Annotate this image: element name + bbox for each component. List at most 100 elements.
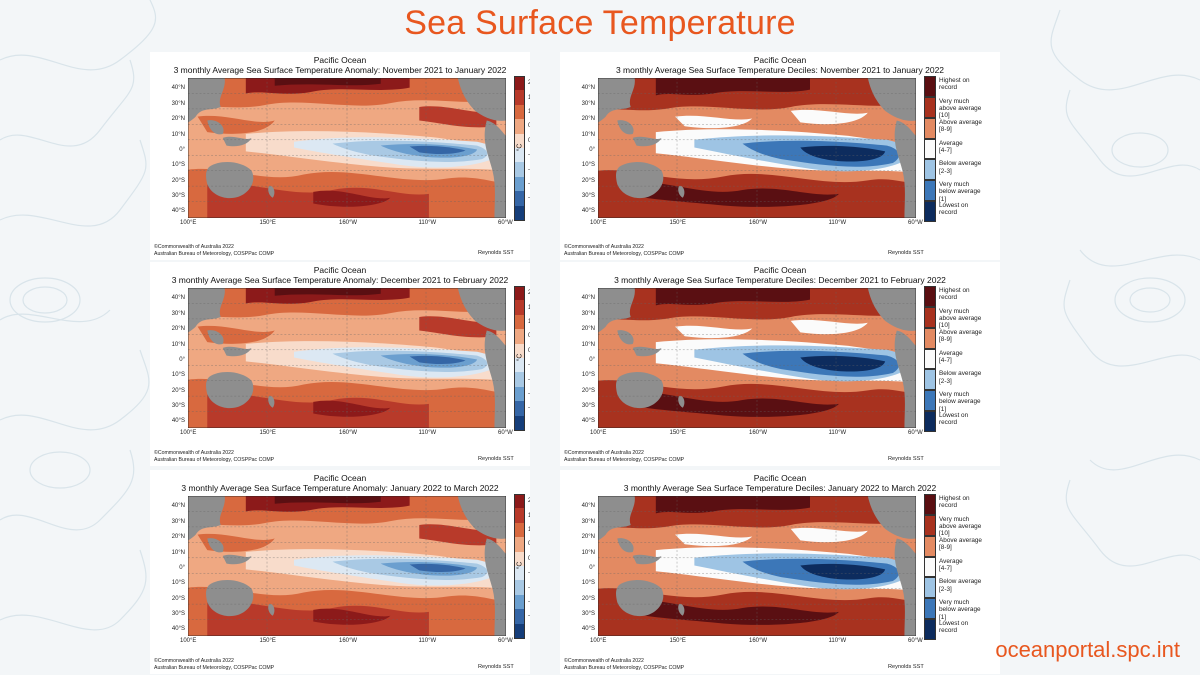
decile-label: Highest on record xyxy=(939,77,970,92)
longitude-label: 100°E xyxy=(180,430,197,436)
latitude-label: 10°S xyxy=(581,162,595,169)
decile-label: Lowest on record xyxy=(939,412,969,427)
colorbar-tick-label: 2.0 xyxy=(528,79,530,87)
decile-swatch xyxy=(924,327,936,349)
colorbar-tick-label: 1.0 xyxy=(528,526,530,533)
longitude-label: 150°E xyxy=(259,220,276,226)
decile-swatch xyxy=(924,411,936,432)
bom-credit: Australian Bureau of Meteorology, COSPPa… xyxy=(154,251,275,257)
longitude-label: 110°W xyxy=(418,430,437,436)
decile-legend: Highest on record Very much above average… xyxy=(924,494,1000,640)
longitude-label: 160°W xyxy=(339,430,358,436)
longitude-label: 110°W xyxy=(828,430,847,436)
longitude-label: 110°W xyxy=(418,638,437,644)
map-image xyxy=(598,496,916,636)
bom-credit: Australian Bureau of Meteorology, COSPPa… xyxy=(564,457,685,463)
latitude-label: 40°S xyxy=(171,208,185,215)
copyright-credit: ©Commonwealth of Australia 2022 xyxy=(564,450,644,456)
longitude-label: 160°W xyxy=(749,430,768,436)
latitude-label: 10°N xyxy=(171,549,185,556)
decile-label: Above average [8-9] xyxy=(939,118,982,133)
longitude-label: 160°W xyxy=(749,220,768,226)
decile-swatch xyxy=(924,159,936,181)
latitude-label: 30°N xyxy=(581,100,595,107)
decile-swatch xyxy=(924,369,936,391)
colorbar-segment xyxy=(514,300,525,315)
data-source: Reynolds SST xyxy=(478,664,514,670)
decile-label: Average [4-7] xyxy=(939,349,963,364)
latitude-label: 20°S xyxy=(581,387,595,394)
colorbar-tick-label: -1.5 xyxy=(528,598,530,605)
latitude-label: 40°N xyxy=(581,503,595,510)
latitude-label: 10°S xyxy=(581,580,595,587)
colorbar-tick-label: 0.5 xyxy=(528,122,530,130)
colorbar-segment xyxy=(514,551,525,566)
colorbar-segment xyxy=(514,401,525,416)
latitude-label: 20°S xyxy=(581,595,595,602)
decile-swatch xyxy=(924,514,936,536)
unit-label: °C xyxy=(516,143,524,152)
latitude-label: 30°N xyxy=(171,310,185,317)
decile-legend: Highest on record Very much above average… xyxy=(924,286,1000,432)
latitude-label: 20°N xyxy=(171,534,185,541)
latitude-label: 0° xyxy=(589,146,595,153)
map-image xyxy=(598,78,916,218)
decile-swatch xyxy=(924,577,936,599)
latitude-label: 30°S xyxy=(581,193,595,200)
data-source: Reynolds SST xyxy=(478,250,514,256)
latitude-label: 10°N xyxy=(171,341,185,348)
longitude-label: 100°E xyxy=(180,638,197,644)
colorbar-tick-label: 2.0 xyxy=(528,289,530,297)
latitude-label: 40°N xyxy=(171,503,185,510)
colorbar-tick-label: 0.0 xyxy=(528,136,530,144)
decile-label: Lowest on record xyxy=(939,202,969,217)
map-image xyxy=(188,496,506,636)
longitude-label: 160°W xyxy=(339,638,358,644)
decile-swatch xyxy=(924,348,936,370)
colorbar-tick-label: -2.0 xyxy=(528,404,530,412)
latitude-label: 30°S xyxy=(171,193,185,200)
colorbar-segment xyxy=(514,415,525,431)
decile-label: Average [4-7] xyxy=(939,139,963,154)
colorbar-tick-label: 0.5 xyxy=(528,332,530,340)
latitude-label: 20°N xyxy=(171,326,185,333)
colorbar-tick-label: 0.0 xyxy=(528,554,530,562)
latitude-label: 10°S xyxy=(171,162,185,169)
colorbar-tick-label: 1.0 xyxy=(528,108,530,115)
unit-label: °C xyxy=(516,353,524,362)
decile-swatch xyxy=(924,201,936,222)
colorbar-tick-label: 1.0 xyxy=(528,318,530,325)
decile-swatch xyxy=(924,76,936,97)
decile-label: Below average [2-3] xyxy=(939,370,982,385)
latitude-label: 10°N xyxy=(171,131,185,138)
latitude-label: 10°N xyxy=(581,549,595,556)
latitude-label: 40°N xyxy=(581,85,595,92)
latitude-label: 0° xyxy=(589,356,595,363)
footer-url[interactable]: oceanportal.spc.int xyxy=(995,637,1180,662)
panel-subtitle: 3 monthly Average Sea Surface Temperatur… xyxy=(614,275,946,285)
colorbar-tick-label: -0.5 xyxy=(528,361,530,369)
longitude-label: 110°W xyxy=(828,220,847,226)
colorbar-segment xyxy=(514,148,525,163)
data-source: Reynolds SST xyxy=(478,456,514,462)
colorbar-segment xyxy=(514,358,525,373)
colorbar-segment xyxy=(514,494,525,510)
colorbar-segment xyxy=(514,176,525,192)
longitude-label: 60°W xyxy=(908,638,923,644)
colorbar-segment xyxy=(514,119,525,134)
colorbar-segment xyxy=(514,580,525,595)
latitude-label: 20°N xyxy=(581,326,595,333)
unit-label: °C xyxy=(516,561,524,570)
latitude-label: 20°S xyxy=(171,387,185,394)
colorbar-tick-label: -0.5 xyxy=(528,151,530,159)
latitude-label: 10°S xyxy=(581,372,595,379)
decile-panel-3: Pacific Ocean 3 monthly Average Sea Surfa… xyxy=(560,470,1000,674)
bom-credit: Australian Bureau of Meteorology, COSPPa… xyxy=(154,457,275,463)
colorbar-tick-label: -1.0 xyxy=(528,165,530,173)
map-image xyxy=(598,288,916,428)
latitude-label: 10°S xyxy=(171,372,185,379)
latitude-label: 30°S xyxy=(581,611,595,618)
anomaly-colorbar: 2.0 1.5 1.0 0.5 0.0 -0.5 -1.0 -1.5 -2.0 °C xyxy=(514,286,530,431)
longitude-label: 150°E xyxy=(259,430,276,436)
latitude-label: 10°S xyxy=(171,580,185,587)
